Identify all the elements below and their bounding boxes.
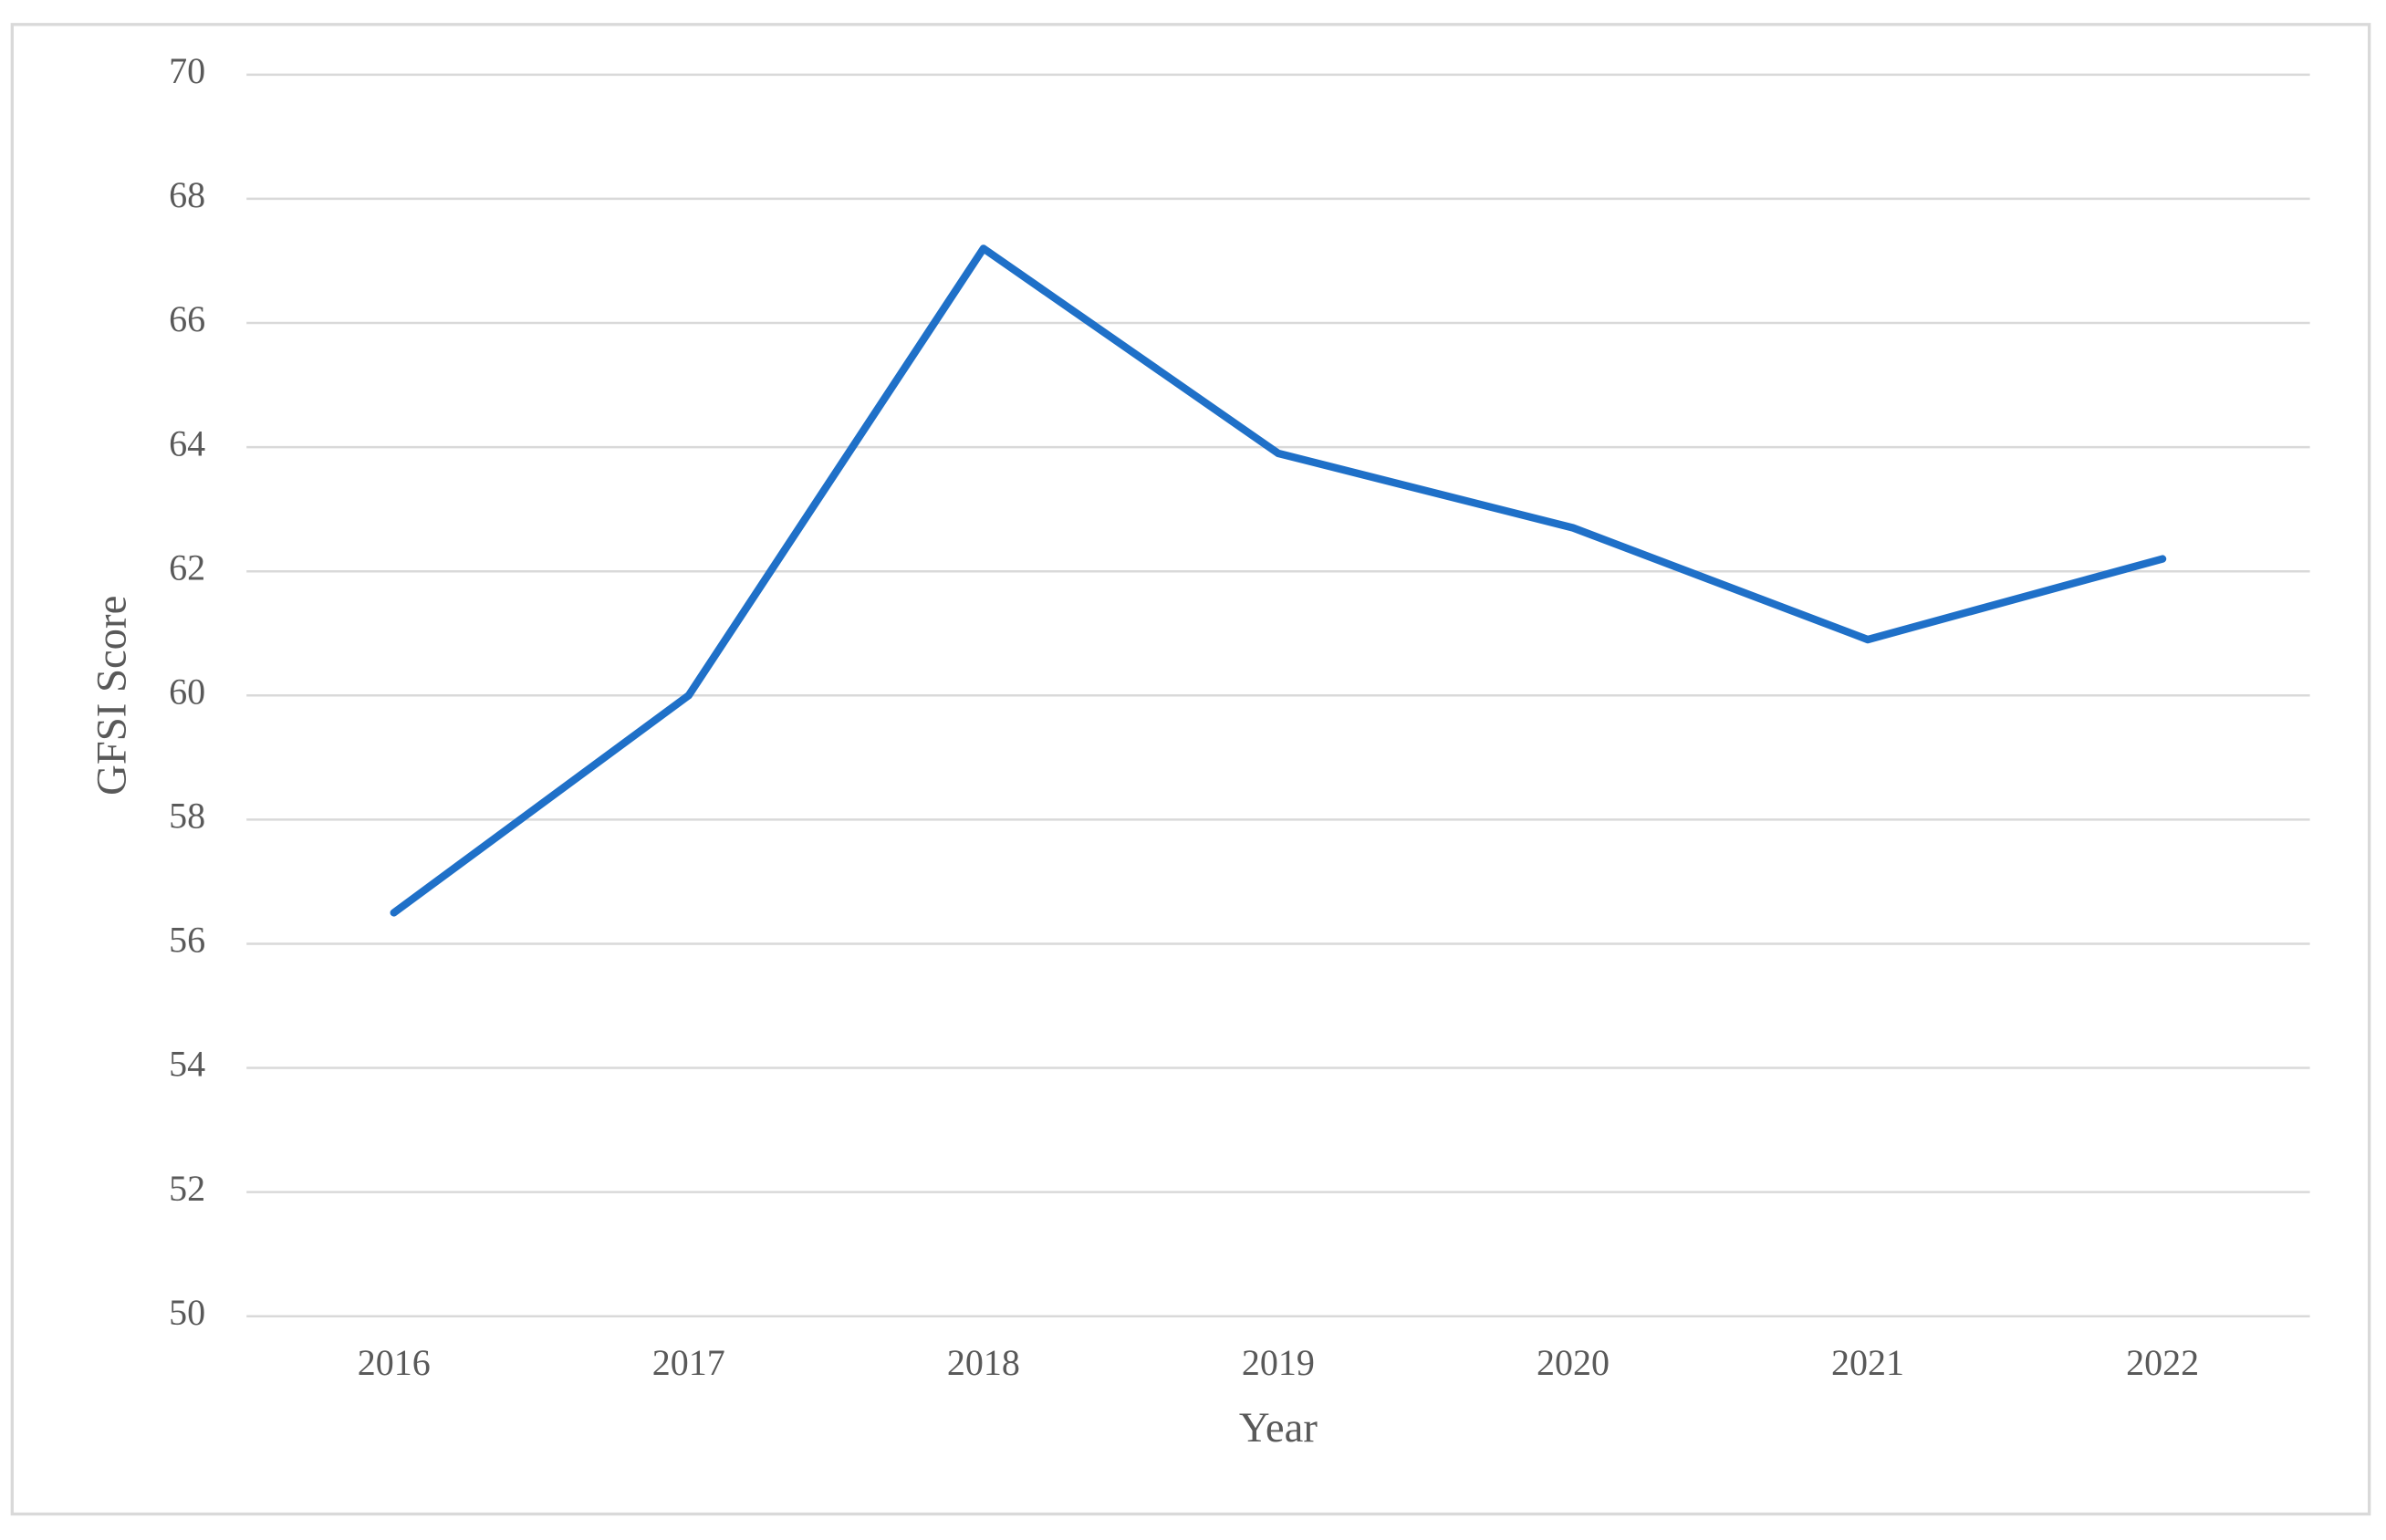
y-tick-label: 64	[169, 422, 205, 463]
x-tick-label: 2018	[947, 1342, 1020, 1383]
y-axis-title: GFSI Score	[88, 596, 135, 796]
y-tick-label: 70	[169, 50, 205, 91]
x-tick-label: 2021	[1831, 1342, 1904, 1383]
x-tick-label: 2016	[358, 1342, 431, 1383]
x-tick-label: 2019	[1242, 1342, 1315, 1383]
y-tick-label: 58	[169, 796, 205, 837]
x-tick-label: 2022	[2126, 1342, 2199, 1383]
y-tick-label: 56	[169, 920, 205, 961]
x-tick-label: 2017	[652, 1342, 725, 1383]
y-tick-label: 54	[169, 1044, 205, 1085]
y-tick-label: 62	[169, 546, 205, 588]
y-tick-label: 66	[169, 298, 205, 339]
y-tick-label: 60	[169, 671, 205, 712]
x-axis-title: Year	[1239, 1404, 1318, 1452]
chart-border	[10, 23, 2371, 1516]
y-tick-label: 68	[169, 174, 205, 215]
y-tick-label: 52	[169, 1168, 205, 1209]
data-line	[390, 245, 2167, 917]
x-tick-label: 2020	[1537, 1342, 1610, 1383]
y-tick-label: 50	[169, 1292, 205, 1333]
